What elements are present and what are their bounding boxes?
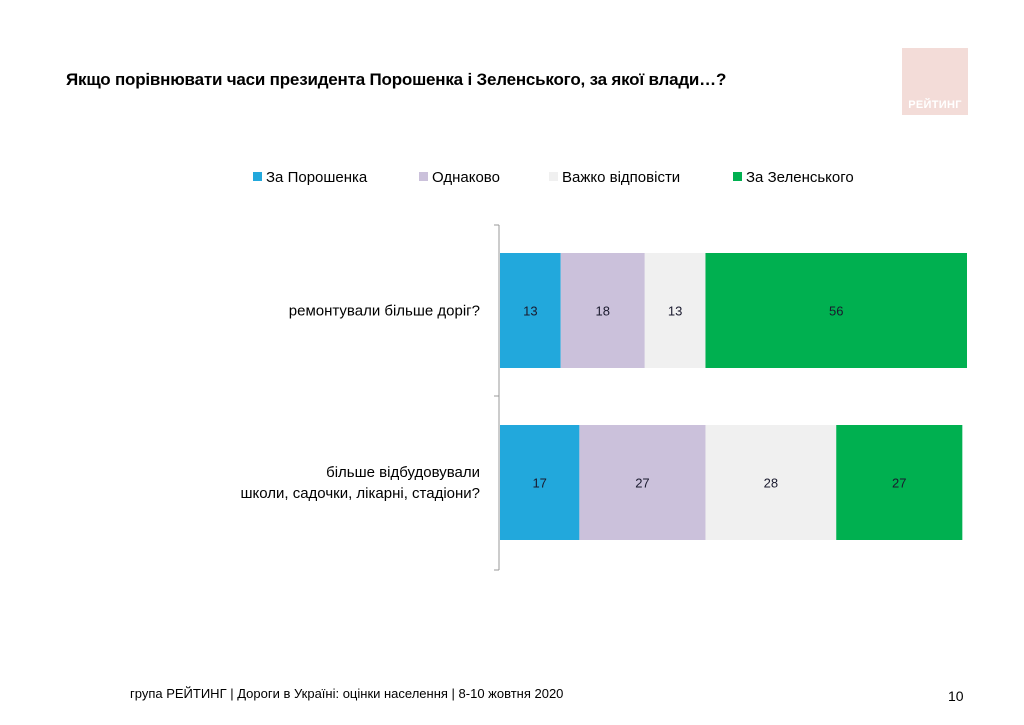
legend-swatch	[733, 172, 742, 181]
legend-swatch	[253, 172, 262, 181]
legend-label: За Порошенка	[266, 169, 368, 186]
logo-text: РЕЙТИНГ	[908, 99, 962, 111]
data-label: 28	[764, 476, 778, 491]
bar-segment	[705, 425, 837, 540]
bar-segment	[836, 425, 963, 540]
legend-label: Однаково	[432, 169, 500, 186]
bar-segment	[500, 253, 561, 368]
bar-segment	[560, 253, 645, 368]
data-label: 27	[635, 476, 649, 491]
slide-title: Якщо порівнювати часи президента Порошен…	[66, 70, 727, 89]
rating-logo: РЕЙТИНГ	[902, 48, 968, 115]
data-label: 18	[596, 304, 610, 319]
bar-segment	[644, 253, 706, 368]
footer-text: група РЕЙТИНГ | Дороги в Україні: оцінки…	[130, 686, 564, 701]
category-label: ремонтували більше доріг?	[289, 303, 480, 320]
legend-swatch	[549, 172, 558, 181]
data-label: 56	[829, 304, 843, 319]
data-label: 27	[892, 476, 906, 491]
data-label: 13	[523, 304, 537, 319]
category-label: школи, садочки, лікарні, стадіони?	[240, 485, 480, 502]
bar-segment	[705, 253, 967, 368]
bar-segment	[500, 425, 580, 540]
category-label: більше відбудовували	[326, 464, 480, 481]
legend-swatch	[419, 172, 428, 181]
data-label: 13	[668, 304, 682, 319]
legend-label: Важко відповісти	[562, 169, 680, 186]
legend-label: За Зеленського	[746, 169, 854, 186]
data-label: 17	[532, 476, 546, 491]
page-number: 10	[948, 688, 964, 704]
bar-segment	[579, 425, 706, 540]
